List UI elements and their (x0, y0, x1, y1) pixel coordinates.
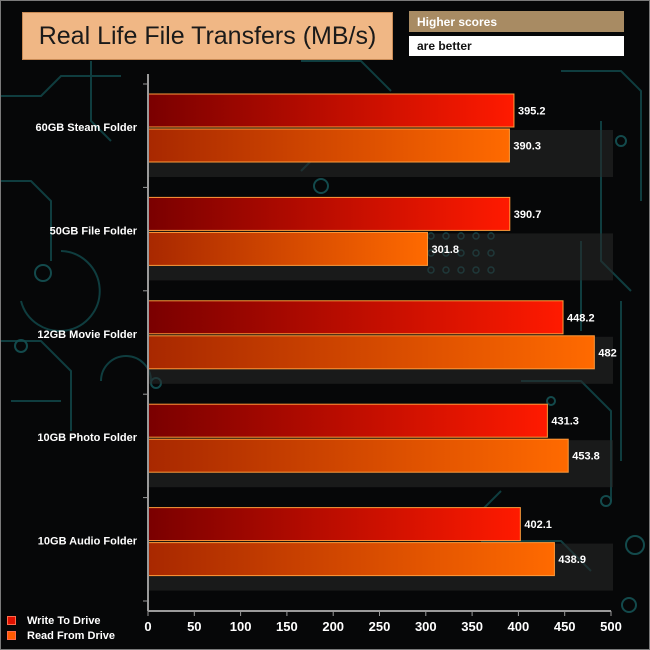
legend-swatch-write (7, 616, 16, 625)
bar-write (147, 196, 511, 231)
x-tick-label: 450 (554, 619, 576, 634)
legend-item-read: Read From Drive (7, 628, 115, 643)
bar-read (147, 335, 595, 370)
legend-label-read: Read From Drive (27, 629, 116, 642)
labels-group: 395.2 390.3 60GB Steam Folder 390.7 301.8 50G… (36, 106, 622, 635)
x-tick-label: 350 (461, 619, 483, 634)
value-label-read: 301.8 (431, 244, 459, 256)
bar-write (147, 507, 521, 542)
value-label-write: 448.2 (567, 312, 595, 324)
circuit-node (313, 178, 329, 194)
circuit-node (600, 495, 612, 507)
value-label-write: 395.2 (518, 106, 546, 118)
legend: Write To Drive Read From Drive (7, 613, 115, 643)
circuit-node (621, 597, 637, 613)
higher-scores-note: Higher scores (409, 11, 624, 32)
chart-title: Real Life File Transfers (MB/s) (22, 12, 393, 60)
legend-swatch-read (7, 631, 16, 640)
bar-read (147, 231, 428, 266)
legend-item-write: Write To Drive (7, 613, 115, 628)
bar-write (147, 403, 548, 438)
bar-read (147, 542, 555, 577)
are-better-note: are better (409, 36, 624, 56)
value-label-write: 431.3 (551, 416, 579, 428)
x-tick-label: 0 (144, 619, 151, 634)
category-label: 10GB Photo Folder (37, 432, 137, 444)
circuit-trace (90, 61, 112, 142)
value-label-write: 390.7 (514, 209, 542, 221)
x-tick-label: 100 (230, 619, 252, 634)
category-label: 50GB File Folder (50, 225, 138, 237)
value-label-write: 402.1 (524, 519, 552, 531)
value-label-read: 453.8 (572, 451, 600, 463)
value-label-read: 390.3 (513, 141, 541, 153)
x-tick-label: 200 (322, 619, 344, 634)
legend-label-write: Write To Drive (27, 614, 101, 627)
axes-group (143, 74, 612, 616)
circuit-node (546, 396, 556, 406)
x-tick-label: 250 (369, 619, 391, 634)
circuit-node (14, 339, 28, 353)
category-label: 12GB Movie Folder (37, 329, 137, 341)
bar-read (147, 438, 569, 473)
value-label-read: 482 (598, 347, 616, 359)
circuit-trace (561, 70, 642, 201)
category-label: 10GB Audio Folder (38, 536, 138, 548)
category-label: 60GB Steam Folder (36, 122, 138, 134)
circuit-node (34, 264, 52, 282)
circuit-trace (20, 250, 101, 332)
circuit-node (615, 135, 627, 147)
circuit-trace (301, 60, 392, 92)
x-tick-label: 300 (415, 619, 437, 634)
x-tick-label: 400 (508, 619, 530, 634)
value-label-read: 438.9 (558, 554, 586, 566)
bar-write (147, 300, 564, 335)
x-tick-label: 50 (187, 619, 201, 634)
circuit-node (625, 535, 645, 555)
bar-read (147, 128, 510, 163)
circuit-trace (1, 180, 52, 261)
x-tick-label: 500 (600, 619, 622, 634)
x-tick-label: 150 (276, 619, 298, 634)
bar-write (147, 93, 515, 128)
